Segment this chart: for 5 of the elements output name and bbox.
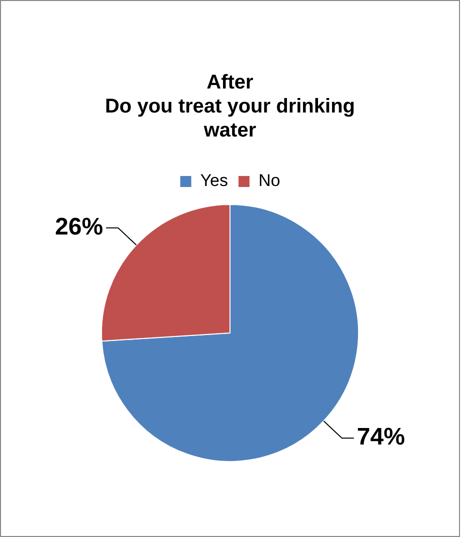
chart-title: After Do you treat your drinking water bbox=[104, 72, 356, 142]
data-label: 74% bbox=[356, 424, 405, 451]
legend-label: No bbox=[258, 171, 280, 190]
legend-label: Yes bbox=[200, 171, 228, 190]
data-label: 26% bbox=[55, 214, 104, 241]
